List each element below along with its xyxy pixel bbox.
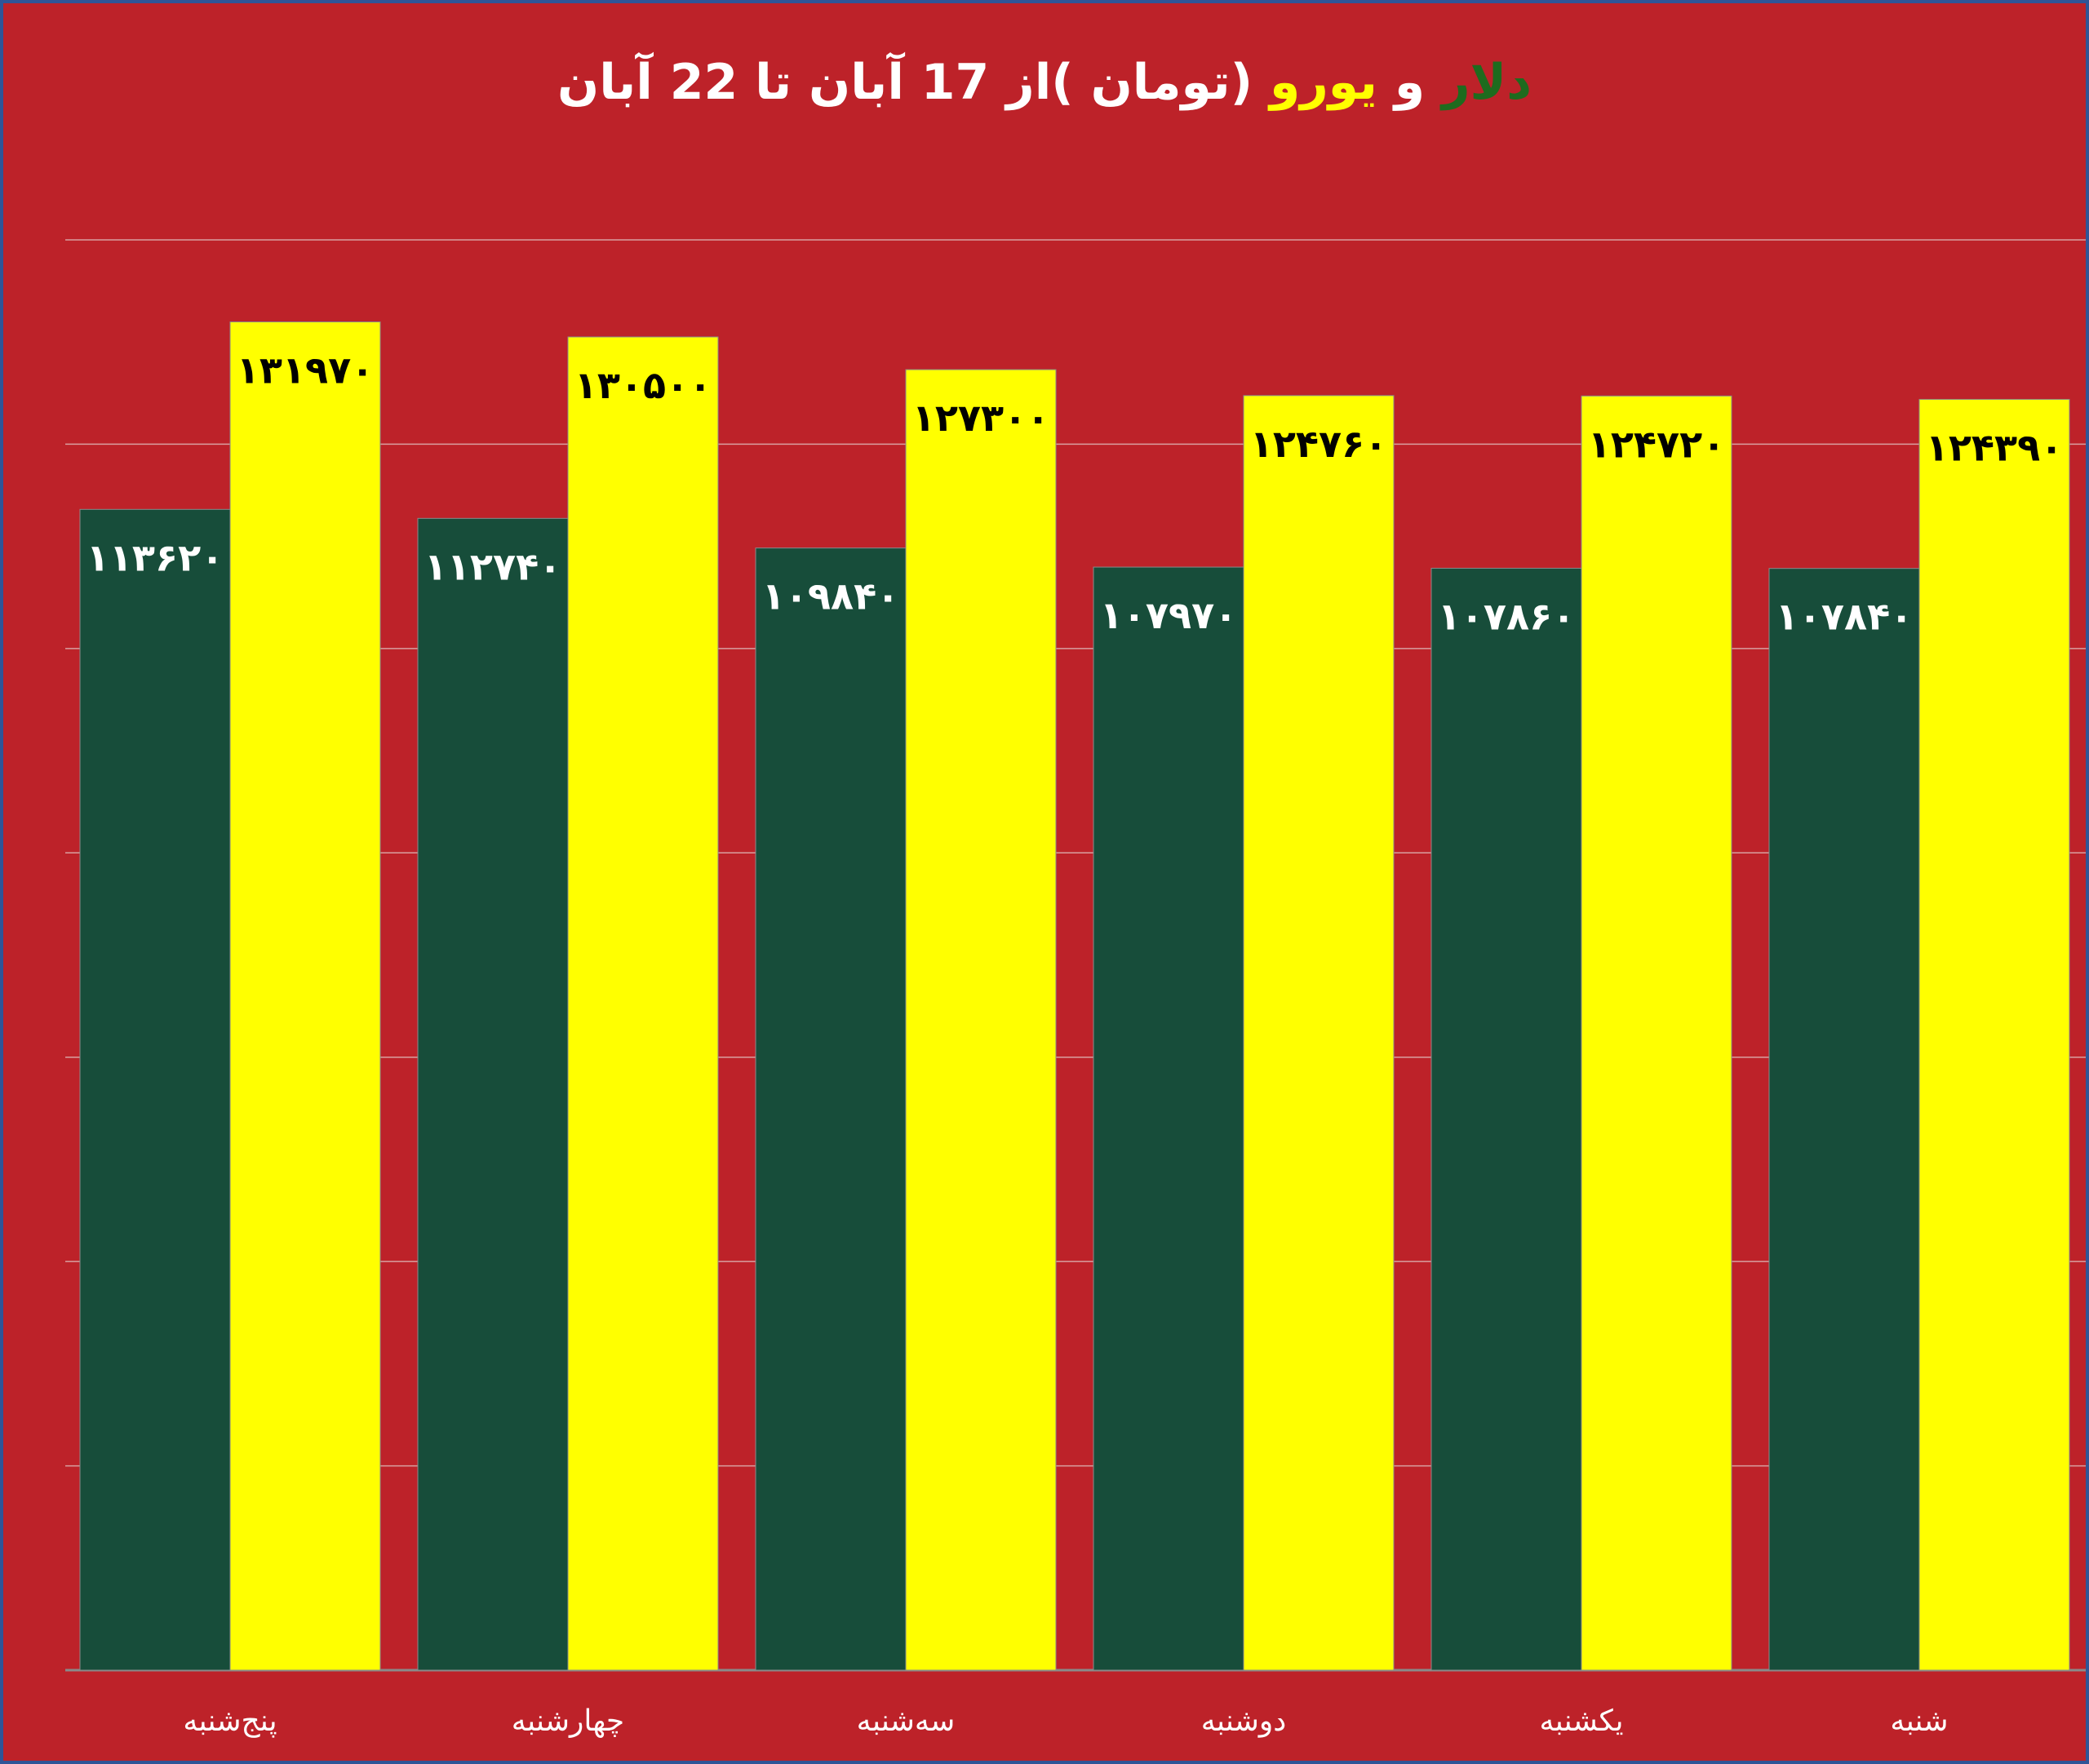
bar-euro <box>1243 395 1395 1671</box>
category-label: شنبه <box>1890 1704 1948 1738</box>
data-label-dollar: ۱۱۳۶۲۰ <box>86 535 224 579</box>
data-label-euro: ۱۲۴۷۲۰ <box>1588 422 1725 466</box>
data-label-dollar: ۱۰۷۸۴۰ <box>1776 595 1913 639</box>
bar-euro <box>1581 395 1732 1671</box>
category-label: یکشنبه <box>1539 1704 1623 1738</box>
category-label: سه‌شنبه <box>857 1704 956 1738</box>
bar-dollar <box>1093 566 1244 1671</box>
bar-dollar <box>755 547 907 1671</box>
bar-euro <box>567 336 719 1671</box>
data-label-dollar: ۱۰۹۸۴۰ <box>762 574 899 618</box>
bar-dollar <box>417 517 569 1671</box>
data-label-dollar: ۱۰۷۸۶۰ <box>1438 594 1575 638</box>
data-label-euro: ۱۲۴۷۶۰ <box>1250 422 1387 466</box>
bar-euro <box>1918 398 2070 1671</box>
category-label: دوشنبه <box>1201 1704 1287 1738</box>
category-label: پنج‌شنبه <box>183 1704 277 1738</box>
grid-lines <box>65 239 2086 1672</box>
title-euro: یورو <box>1269 54 1377 111</box>
bar-chart: ۱۱۳۶۲۰ ۱۳۱۹۷۰ ۱۱۲۷۴۰ ۱۳۰۵۰۰ ۱۰۹۸۴۰ ۱۲۷۳۰۰ ۱۰۷۹… <box>65 239 2086 1738</box>
title-dollar: دلار <box>1442 54 1532 111</box>
value-labels: ۱۱۳۶۲۰ ۱۳۱۹۷۰ ۱۱۲۷۴۰ ۱۳۰۵۰۰ ۱۰۹۸۴۰ ۱۲۷۳۰۰ ۱۰۷۹… <box>86 348 2063 639</box>
data-label-euro: ۱۳۰۵۰۰ <box>574 363 712 407</box>
data-label-euro: ۱۳۱۹۷۰ <box>237 348 374 392</box>
data-label-euro: ۱۲۷۳۰۰ <box>912 396 1049 440</box>
category-labels: پنج‌شنبه چهارشنبه سه‌شنبه دوشنبه یکشنبه شنبه <box>183 1704 1948 1738</box>
title-rest: (تومان )از 17 آبان تا 22 آبان <box>557 54 1253 111</box>
data-label-euro: ۱۲۴۳۹۰ <box>1926 425 2063 469</box>
title-and: و <box>1394 54 1426 111</box>
chart-title: دلار و یورو (تومان )از 17 آبان تا 22 آبا… <box>3 54 2086 111</box>
bars-group <box>79 321 2070 1671</box>
bar-euro <box>905 369 1057 1671</box>
bar-dollar <box>1430 567 1582 1671</box>
bar-dollar <box>79 508 231 1671</box>
data-label-dollar: ۱۰۷۹۷۰ <box>1100 593 1237 637</box>
data-label-dollar: ۱۱۲۷۴۰ <box>424 544 561 588</box>
bar-dollar <box>1768 568 1920 1671</box>
category-label: چهارشنبه <box>512 1704 624 1738</box>
bar-euro <box>229 321 381 1671</box>
